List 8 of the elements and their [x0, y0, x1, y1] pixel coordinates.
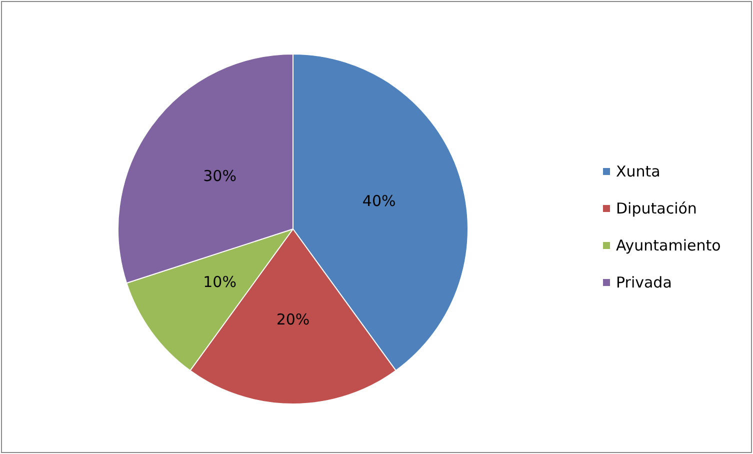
legend-label: Xunta — [616, 162, 660, 180]
data-label: 20% — [276, 310, 310, 328]
data-label: 10% — [203, 273, 236, 292]
legend-label: Ayuntamiento — [616, 236, 721, 254]
legend-label: Diputación — [616, 200, 697, 218]
legend-label: Privada — [616, 274, 672, 292]
data-label: 30% — [203, 166, 236, 185]
data-label: 40% — [362, 192, 396, 210]
